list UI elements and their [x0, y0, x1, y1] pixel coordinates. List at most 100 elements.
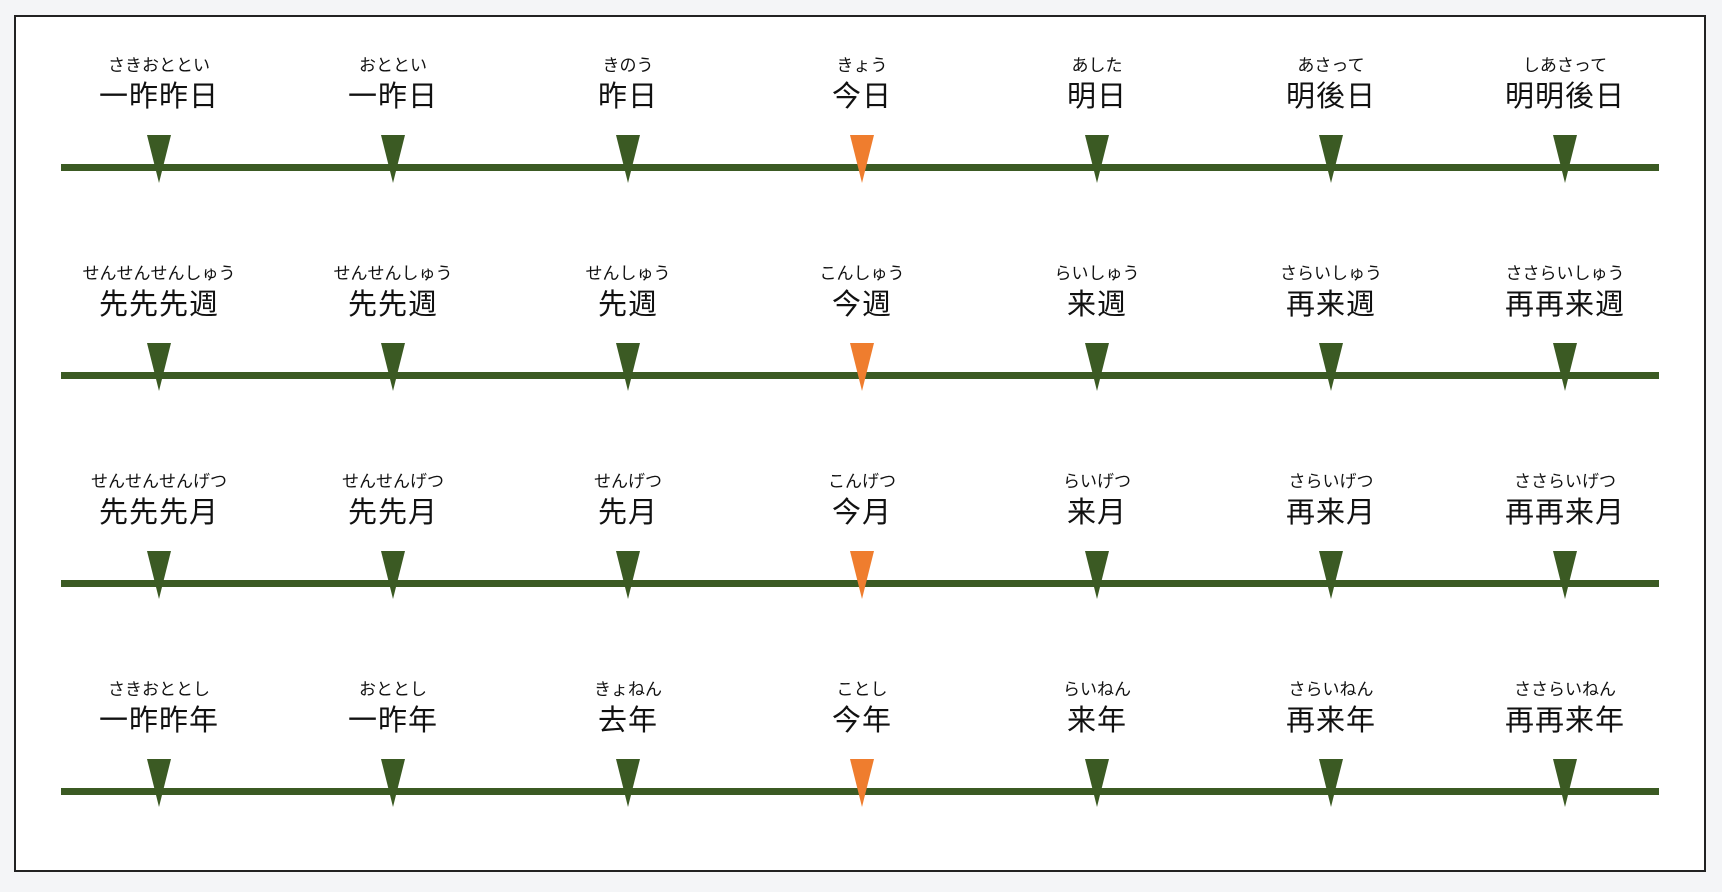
marker-icon — [381, 551, 405, 599]
current-marker-icon — [850, 759, 874, 807]
current-marker-icon — [850, 551, 874, 599]
reading-label: らいねん — [1063, 680, 1131, 700]
reading-label: せんげつ — [594, 472, 662, 492]
timeline-item: おととい 一昨日 — [273, 17, 513, 192]
reading-label: あした — [1071, 56, 1123, 76]
word-label: 一昨昨年 — [98, 703, 219, 737]
reading-label: さらいげつ — [1288, 472, 1374, 492]
timeline-row: さきおととし 一昨昨年 おととし 一昨年 きょねん 去年 ことし 今年 らいねん 来年 さらいねん再… — [16, 641, 1704, 831]
word-label: 一昨昨日 — [98, 79, 219, 113]
word-label: 先先週 — [347, 287, 438, 321]
timeline-row: さきおととい 一昨昨日 おととい 一昨日 きのう 昨日 きょう 今日 あした 明日 あさって 明後日し… — [16, 17, 1704, 207]
word-label: 再来週 — [1285, 287, 1376, 321]
word-label: 再来年 — [1285, 703, 1376, 737]
marker-icon — [616, 759, 640, 807]
marker-icon — [616, 551, 640, 599]
timeline-item: きのう 昨日 — [508, 17, 748, 192]
reading-label: らいしゅう — [1054, 264, 1140, 284]
word-label: 去年 — [597, 703, 658, 737]
word-label: 再再来月 — [1504, 495, 1625, 529]
marker-icon — [381, 135, 405, 183]
reading-label: きのう — [602, 56, 654, 76]
timeline-item: ささらいねん 再再来年 — [1445, 641, 1685, 816]
timeline-item: らいげつ 来月 — [977, 433, 1217, 608]
reading-label: きょねん — [594, 680, 662, 700]
reading-label: せんせんせんげつ — [91, 472, 227, 492]
marker-icon — [616, 135, 640, 183]
reading-label: せんせんげつ — [342, 472, 444, 492]
word-label: 昨日 — [597, 79, 658, 113]
reading-label: おととし — [359, 680, 427, 700]
timeline-item: さきおととい一昨昨日 — [39, 17, 279, 192]
timeline-item: らいしゅう 来週 — [977, 225, 1217, 400]
word-label: 明日 — [1066, 79, 1127, 113]
word-label: 一昨年 — [347, 703, 438, 737]
reading-label: ささらいしゅう — [1505, 264, 1625, 284]
reading-label: さらいしゅう — [1280, 264, 1382, 284]
reading-label: あさって — [1297, 56, 1365, 76]
reading-label: ささらいげつ — [1514, 472, 1616, 492]
marker-icon — [1553, 135, 1577, 183]
timeline-item: ことし 今年 — [742, 641, 982, 816]
word-label: 今日 — [831, 79, 892, 113]
word-label: 再来月 — [1285, 495, 1376, 529]
current-marker-icon — [850, 343, 874, 391]
marker-icon — [1553, 551, 1577, 599]
marker-icon — [1319, 551, 1343, 599]
reading-label: ことし — [836, 680, 888, 700]
timeline-item: きょう 今日 — [742, 17, 982, 192]
marker-icon — [1553, 343, 1577, 391]
timeline-item: せんせんせんげつ 先先先月 — [39, 433, 279, 608]
timeline-item: せんせんげつ 先先月 — [273, 433, 513, 608]
reading-label: さらいねん — [1288, 680, 1374, 700]
timeline-item: おととし 一昨年 — [273, 641, 513, 816]
timeline-item: せんせんしゅう先先週 — [273, 225, 513, 400]
timeline-item: あさって 明後日 — [1211, 17, 1451, 192]
word-label: 今週 — [831, 287, 892, 321]
marker-icon — [1319, 135, 1343, 183]
timeline-item: せんしゅう 先週 — [508, 225, 748, 400]
marker-icon — [1085, 343, 1109, 391]
timeline-item: せんせんせんしゅう先先先週 — [39, 225, 279, 400]
timeline-item: きょねん 去年 — [508, 641, 748, 816]
marker-icon — [616, 343, 640, 391]
word-label: 今月 — [831, 495, 892, 529]
reading-label: さきおととい — [108, 56, 210, 76]
marker-icon — [1319, 759, 1343, 807]
word-label: 来週 — [1066, 287, 1127, 321]
word-label: 再再来年 — [1504, 703, 1625, 737]
marker-icon — [381, 759, 405, 807]
marker-icon — [1553, 759, 1577, 807]
word-label: 先先月 — [347, 495, 438, 529]
timeline-item: あした 明日 — [977, 17, 1217, 192]
marker-icon — [381, 343, 405, 391]
timeline-row: せんせんせんしゅう 先先先週 せんせんしゅう 先先週 せんしゅう 先週 こんしゅう 今週 らいし… — [16, 225, 1704, 415]
marker-icon — [147, 343, 171, 391]
marker-icon — [1085, 759, 1109, 807]
timeline-item: ささらいしゅう 再再来週 — [1445, 225, 1685, 400]
reading-label: さきおととし — [108, 680, 210, 700]
timeline-item: さらいげつ 再来月 — [1211, 433, 1451, 608]
current-marker-icon — [850, 135, 874, 183]
marker-icon — [147, 135, 171, 183]
timeline-item: さきおととし一昨昨年 — [39, 641, 279, 816]
reading-label: らいげつ — [1063, 472, 1131, 492]
word-label: 明明後日 — [1504, 79, 1625, 113]
reading-label: おととい — [359, 56, 427, 76]
timeline-item: ささらいげつ再再来月 — [1445, 433, 1685, 608]
reading-label: こんげつ — [828, 472, 896, 492]
word-label: 先先先週 — [98, 287, 219, 321]
reading-label: せんせんせんしゅう — [82, 264, 236, 284]
marker-icon — [1319, 343, 1343, 391]
timeline-item: しあさって 明明後日 — [1445, 17, 1685, 192]
word-label: 明後日 — [1285, 79, 1376, 113]
marker-icon — [1085, 551, 1109, 599]
word-label: 来年 — [1066, 703, 1127, 737]
word-label: 来月 — [1066, 495, 1127, 529]
reading-label: せんせんしゅう — [333, 264, 453, 284]
marker-icon — [1085, 135, 1109, 183]
reading-label: しあさって — [1522, 56, 1608, 76]
word-label: 今年 — [831, 703, 892, 737]
marker-icon — [147, 759, 171, 807]
reading-label: きょう — [836, 56, 888, 76]
